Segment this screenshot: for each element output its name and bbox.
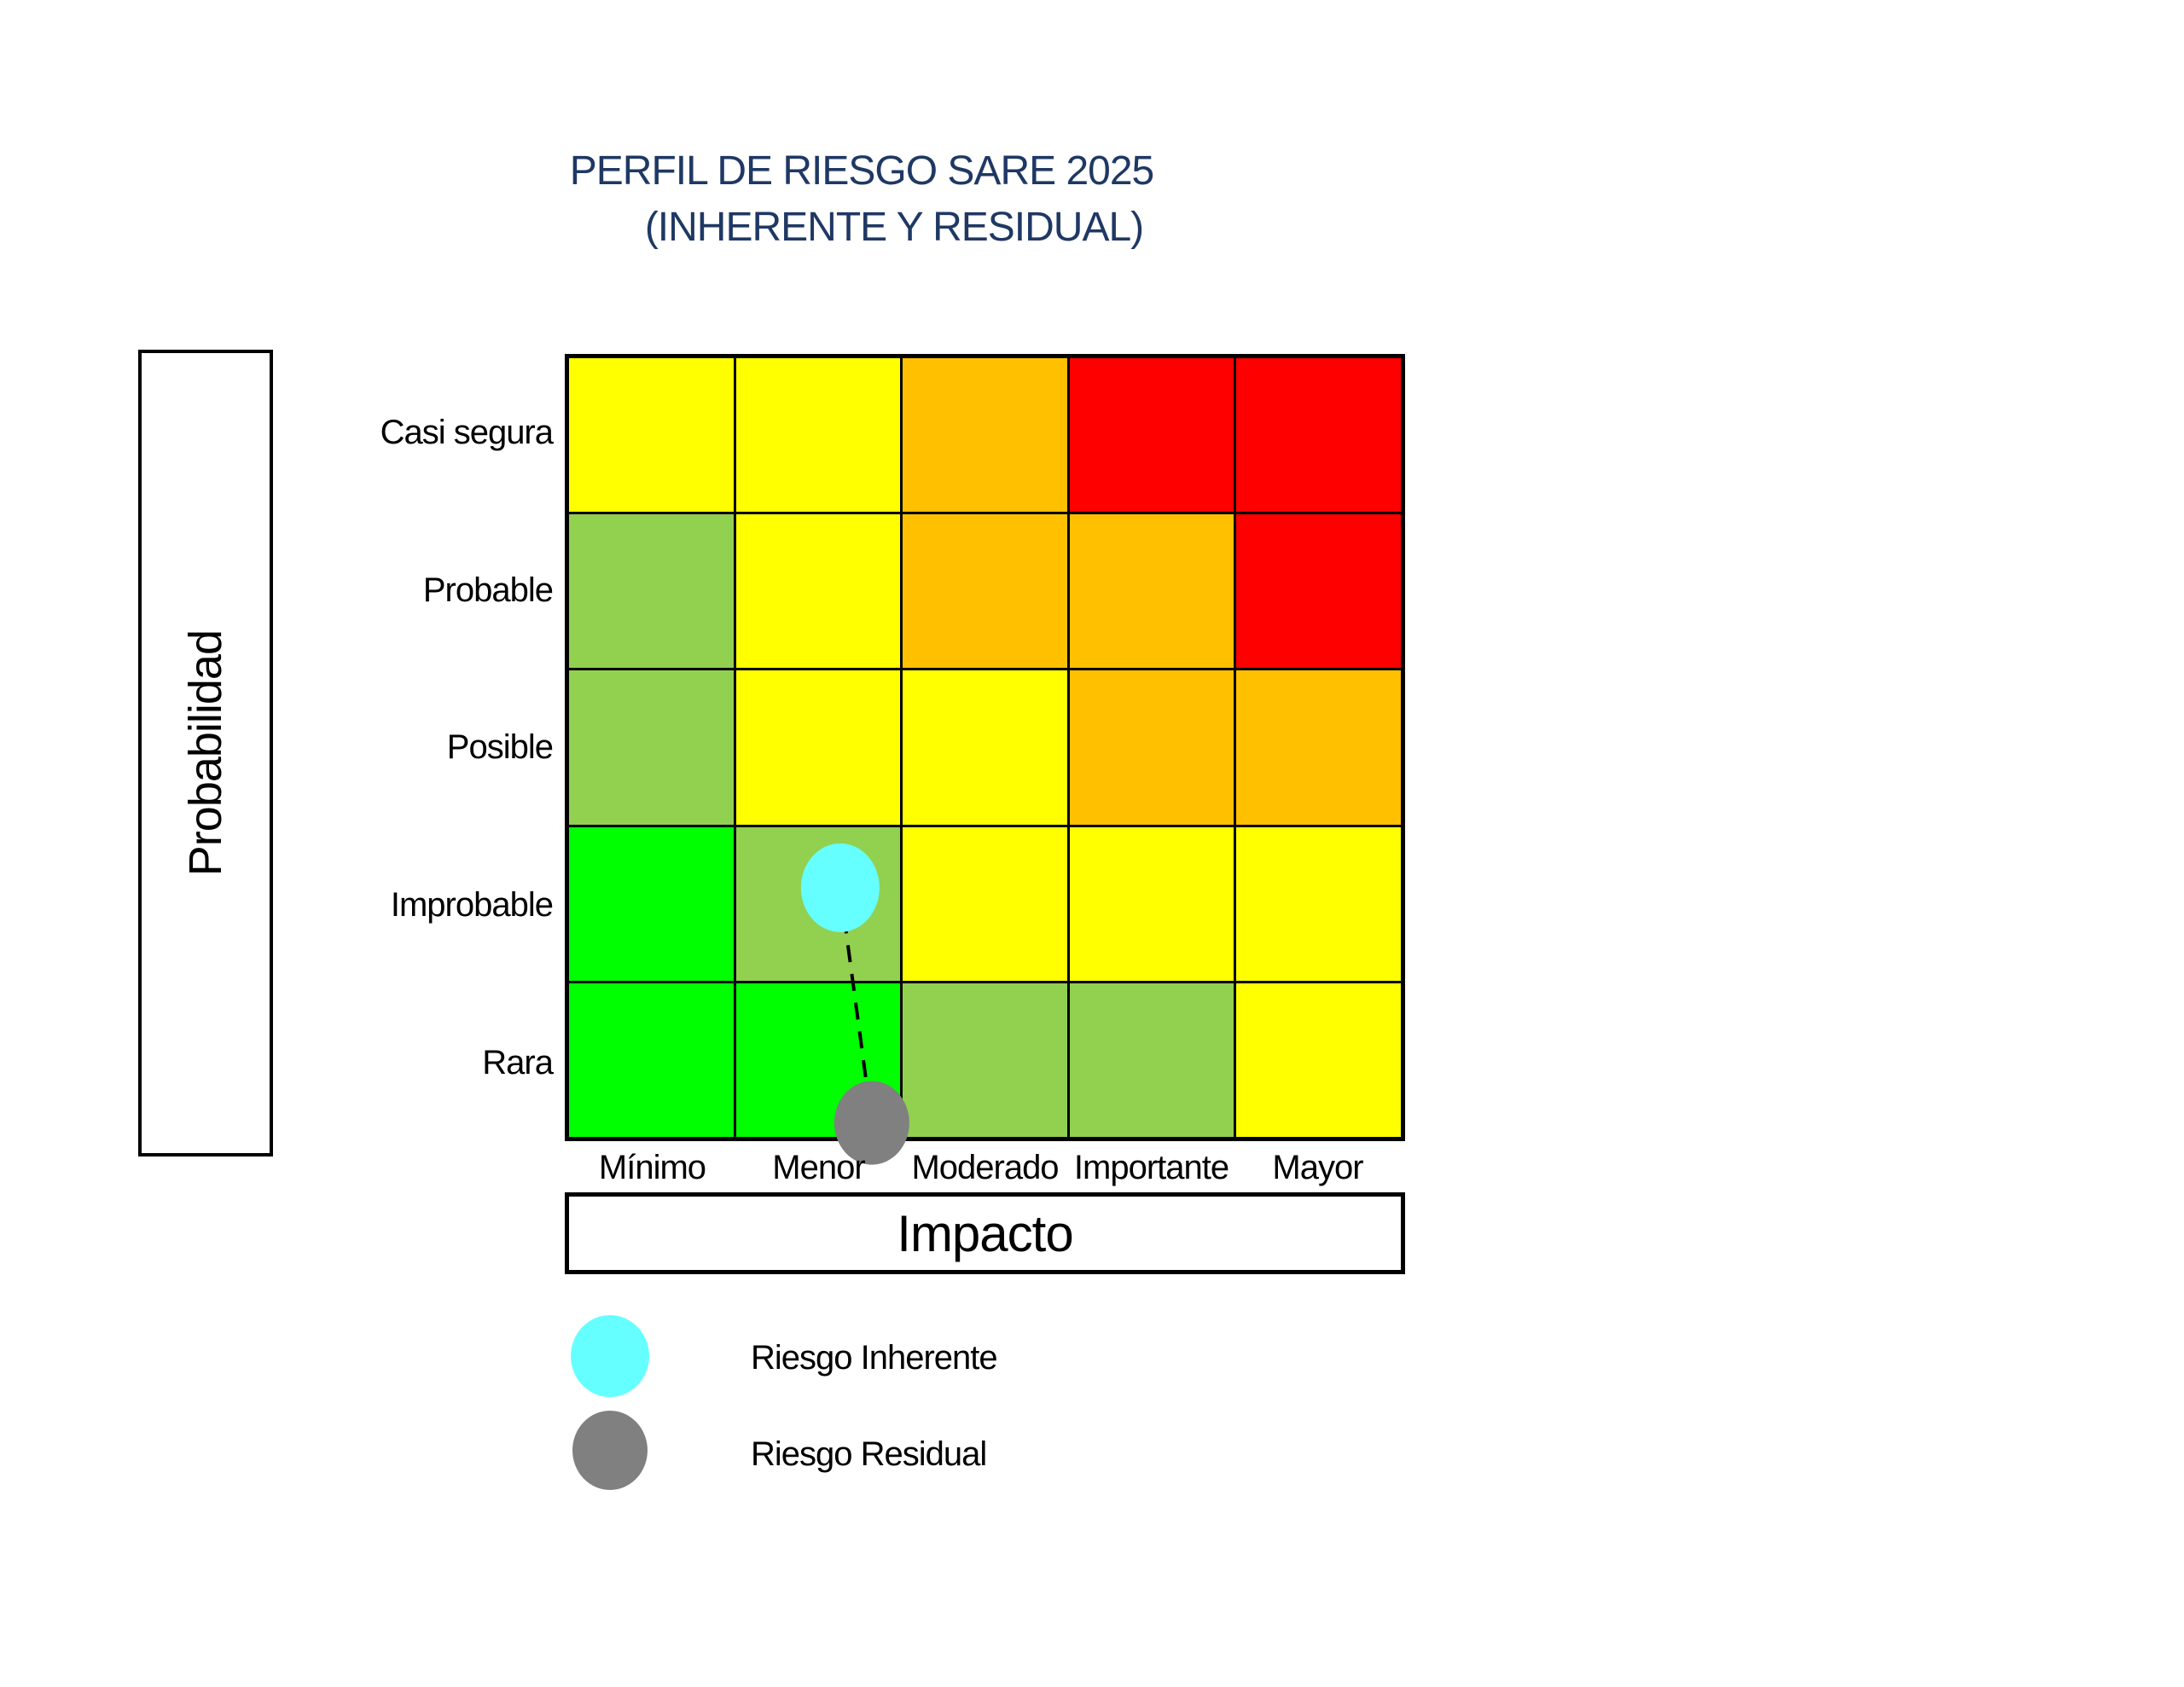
risk-cell-rara-menor — [735, 983, 901, 1137]
risk-cell-rara-moderado — [903, 983, 1067, 1137]
chart-title: PERFIL DE RIESGO SARE 2025 (INHERENTE Y … — [435, 143, 1288, 256]
risk-cell-probable-minimo — [569, 514, 734, 669]
legend-label-riesgo-residual: Riesgo Residual — [751, 1435, 987, 1473]
risk-cell-probable-moderado — [903, 514, 1067, 669]
legend-swatch-riesgo-residual — [572, 1411, 648, 1490]
risk-cell-posible-moderado — [903, 670, 1067, 825]
x-tick-label-mayor: Mayor — [1272, 1149, 1363, 1186]
x-tick-label-minimo: Mínimo — [598, 1149, 706, 1186]
y-tick-label-probable: Probable — [422, 571, 554, 609]
risk-cell-improbable-minimo — [569, 826, 734, 981]
x-tick-label-importante: Importante — [1073, 1149, 1229, 1186]
risk-cell-probable-importante — [1069, 514, 1234, 669]
risk-cell-improbable-mayor — [1236, 826, 1401, 981]
risk-cell-casi-segura-mayor — [1236, 358, 1401, 513]
risk-cell-posible-minimo — [569, 670, 734, 825]
risk-cell-casi-segura-moderado — [903, 358, 1067, 513]
x-axis-labels: Mínimo Menor Moderado Importante Mayor — [569, 1146, 1401, 1189]
risk-cell-rara-importante — [1069, 983, 1234, 1137]
risk-cell-rara-mayor — [1236, 983, 1401, 1137]
y-axis-title-box: Probabilidad — [138, 350, 273, 1157]
risk-cell-probable-menor — [735, 514, 901, 669]
risk-cell-posible-menor — [735, 670, 901, 825]
legend-label-riesgo-inherente: Riesgo Inherente — [751, 1339, 998, 1377]
risk-cell-casi-segura-minimo — [569, 358, 734, 513]
x-tick-label-menor: Menor — [772, 1149, 865, 1186]
risk-matrix-grid — [565, 354, 1405, 1141]
x-axis-title-box: Impacto — [565, 1192, 1405, 1274]
y-axis-title: Probabilidad — [180, 629, 231, 877]
risk-cell-improbable-menor — [735, 826, 901, 981]
x-axis-title: Impacto — [897, 1204, 1073, 1262]
risk-cell-improbable-importante — [1069, 826, 1234, 981]
risk-cell-casi-segura-importante — [1069, 358, 1234, 513]
y-tick-label-casi-segura: Casi segura — [380, 414, 554, 451]
x-tick-label-moderado: Moderado — [911, 1149, 1059, 1186]
risk-cell-posible-importante — [1069, 670, 1234, 825]
risk-cell-casi-segura-menor — [735, 358, 901, 513]
risk-cell-posible-mayor — [1236, 670, 1401, 825]
y-tick-label-rara: Rara — [482, 1044, 554, 1081]
y-tick-label-posible: Posible — [446, 728, 554, 766]
risk-cell-probable-mayor — [1236, 514, 1401, 669]
y-tick-label-improbable: Improbable — [390, 886, 554, 924]
risk-cell-rara-minimo — [569, 983, 734, 1137]
chart-title-line1: PERFIL DE RIESGO SARE 2025 — [569, 148, 1154, 194]
legend-swatch-riesgo-inherente — [571, 1315, 649, 1397]
chart-title-line2: (INHERENTE Y RESIDUAL) — [644, 205, 1144, 250]
risk-cell-improbable-moderado — [903, 826, 1067, 981]
